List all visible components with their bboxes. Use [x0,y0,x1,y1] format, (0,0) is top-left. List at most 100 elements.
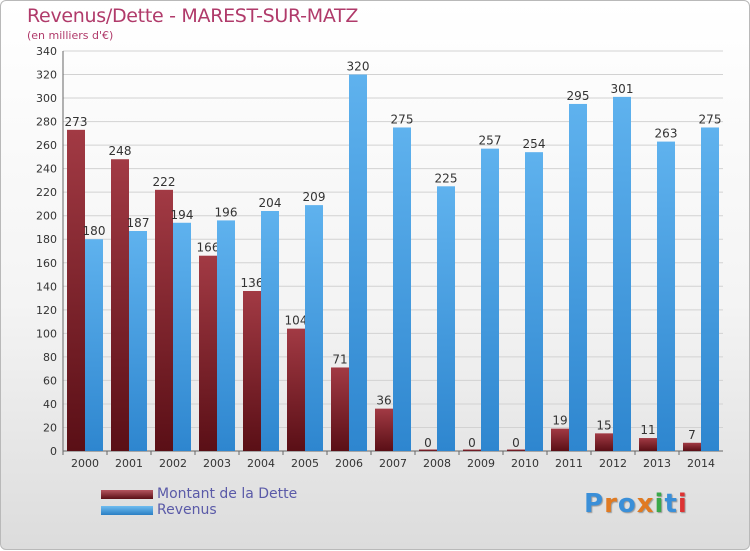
data-label-debt: 104 [285,314,308,328]
data-label-revenue: 187 [127,216,150,230]
bar-debt [375,408,393,451]
bar-revenue [173,222,191,451]
bar-revenue [217,220,235,451]
legend-swatch-debt [101,490,153,499]
x-tick-label: 2011 [555,457,583,470]
data-label-revenue: 295 [567,89,590,103]
logo-letter: P [584,489,605,519]
data-label-revenue: 263 [655,127,678,141]
data-label-debt: 15 [596,418,611,432]
bar-revenue [305,205,323,451]
legend-label-revenue: Revenus [157,502,217,518]
x-tick-label: 2003 [203,457,231,470]
bar-debt [199,255,217,451]
y-tick-label: 120 [36,304,57,317]
data-label-revenue: 204 [259,196,282,210]
x-tick-label: 2004 [247,457,275,470]
bar-debt [67,129,85,451]
bar-debt [595,433,613,451]
bar-debt [243,291,261,451]
y-tick-label: 160 [36,257,57,270]
data-label-debt: 19 [552,414,567,428]
bar-revenue [437,186,455,451]
bar-debt [111,159,129,451]
chart-subtitle: (en milliers d'€) [27,29,114,42]
x-tick-label: 2013 [643,457,671,470]
y-tick-label: 300 [36,92,57,105]
bar-debt [287,328,305,451]
logo-letter: x [636,489,655,519]
bar-debt [551,428,569,451]
bar-debt [331,367,349,451]
data-label-debt: 273 [65,115,88,129]
logo-letter: i [677,489,688,519]
data-label-revenue: 180 [83,224,106,238]
data-label-revenue: 209 [303,190,326,204]
logo-letter: i [654,489,665,519]
data-label-debt: 248 [109,144,132,158]
data-label-revenue: 194 [171,208,194,222]
data-label-revenue: 275 [391,112,414,126]
data-label-debt: 7 [688,428,696,442]
x-tick-label: 2012 [599,457,627,470]
data-label-debt: 0 [468,436,476,450]
logo-letter: r [604,489,618,519]
y-tick-label: 0 [50,445,57,458]
bar-debt [639,438,657,451]
y-tick-label: 180 [36,233,57,246]
bar-revenue [525,152,543,452]
data-label-revenue: 301 [611,82,634,96]
y-tick-label: 60 [43,374,57,387]
data-label-revenue: 254 [523,137,546,151]
bar-revenue [85,239,103,451]
data-label-debt: 11 [640,423,655,437]
logo-letter: t [664,489,678,519]
y-tick-label: 100 [36,327,57,340]
y-tick-label: 200 [36,210,57,223]
bar-debt [155,189,173,451]
bar-revenue [613,96,631,451]
data-label-debt: 0 [424,436,432,450]
bar-debt [507,449,525,451]
legend-swatch-revenue [101,506,153,515]
x-tick-label: 2005 [291,457,319,470]
data-label-debt: 166 [197,241,220,255]
x-tick-label: 2008 [423,457,451,470]
y-tick-label: 140 [36,280,57,293]
data-label-revenue: 275 [699,112,722,126]
data-label-debt: 136 [241,276,264,290]
x-tick-label: 2007 [379,457,407,470]
legend-label-debt: Montant de la Dette [157,486,298,502]
x-tick-label: 2001 [115,457,143,470]
x-tick-label: 2009 [467,457,495,470]
x-tick-label: 2002 [159,457,187,470]
bar-revenue [481,148,499,451]
data-label-debt: 0 [512,436,520,450]
bar-debt [463,449,481,451]
bar-revenue [129,231,147,451]
bar-revenue [261,211,279,451]
data-label-revenue: 320 [347,60,370,74]
y-tick-label: 240 [36,163,57,176]
bar-revenue [701,127,719,452]
bar-revenue [569,103,587,452]
data-label-debt: 71 [332,352,347,366]
x-tick-label: 2006 [335,457,363,470]
y-tick-label: 320 [36,69,57,82]
data-label-revenue: 196 [215,205,238,219]
chart-title: Revenus/Dette - MAREST-SUR-MATZ [27,5,359,27]
y-tick-label: 340 [36,45,57,58]
x-tick-label: 2014 [687,457,715,470]
y-tick-label: 260 [36,139,57,152]
x-tick-label: 2010 [511,457,539,470]
data-label-debt: 222 [153,175,176,189]
proxiti-logo: Proxiti [584,489,688,519]
logo-letter: o [617,489,637,519]
data-label-revenue: 225 [435,171,458,185]
data-label-debt: 36 [376,394,391,408]
y-tick-label: 40 [43,398,57,411]
bar-debt [683,442,701,451]
bar-revenue [657,141,675,451]
